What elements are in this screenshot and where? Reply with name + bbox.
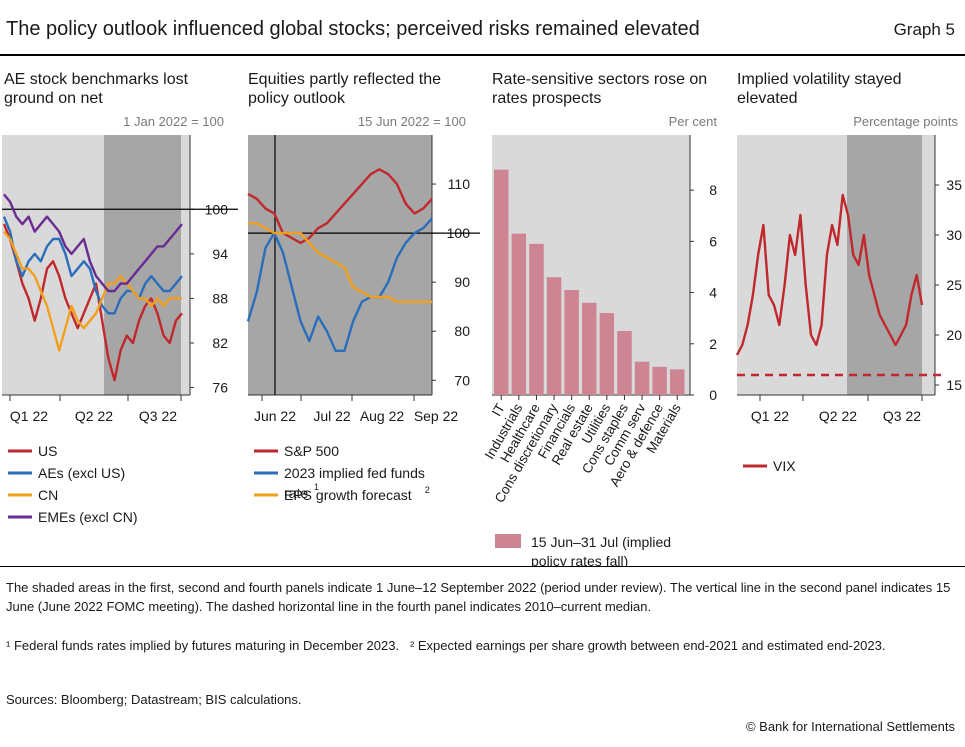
panel2-ytick-label: 80 [454,323,470,339]
panel2-xtick-label: Sep 22 [414,408,459,424]
panel3-legend-swatch [495,534,521,548]
panel1-xtick-label: Q3 22 [139,408,177,424]
panel4-xtick-label: Q2 22 [819,408,857,424]
footer-divider [0,566,965,567]
panel3-unit-label: Per cent [669,114,718,129]
panel3-bar [634,361,650,395]
panel4-xtick-label: Q3 22 [883,408,921,424]
panel3-bar [670,369,685,395]
panel3-ytick-label: 0 [709,387,717,403]
panel2-legend-label: 2023 implied fed funds [284,465,425,481]
panel4-ytick-label: 25 [946,277,962,293]
panel1-legend-label: US [38,443,57,459]
panel4-ytick-label: 15 [946,377,962,393]
footnote-1: ¹ Federal funds rates implied by futures… [6,638,400,653]
panel3-bar [599,313,615,395]
panel3-title: Rate-sensitive sectors rose on rates pro… [492,71,708,107]
panel4-ytick-label: 30 [946,227,962,243]
panel1-ytick-label: 94 [212,246,228,262]
panel2-legend-label: S&P 500 [284,443,339,459]
panel3-bar [652,366,667,395]
panel2-title: Equities partly reflected the policy out… [248,71,441,107]
panel3-ytick-label: 6 [709,233,717,249]
panel4-ytick-label: 20 [946,327,962,343]
panel1-ytick-label: 88 [212,290,228,306]
panel2-ytick-label: 70 [454,372,470,388]
panel2-legend-label: EPS growth forecast [284,487,412,503]
header-divider [0,54,965,56]
panel3-legend-label: 15 Jun–31 Jul (implied [531,534,671,550]
panel1-legend-label: EMEs (excl CN) [38,509,138,525]
panel3-bar [529,243,544,395]
footer-note: The shaded areas in the first, second an… [6,580,951,614]
panel1-series-2-line [2,216,183,315]
panel3-ytick-label: 2 [709,336,717,352]
panel2-xtick-label: Jul 22 [313,408,351,424]
panel2-ytick-label: 90 [454,274,470,290]
panel1-xtick-label: Q2 22 [75,408,113,424]
panel2-series-3-line [248,222,432,303]
panel4-unit-label: Percentage points [853,114,958,129]
sources: Sources: Bloomberg; Datastream; BIS calc… [6,692,302,707]
panel2-xtick-label: Aug 22 [360,408,405,424]
panel1-xtick-label: Q1 22 [10,408,48,424]
panel2-legend-footnote: 2 [425,485,430,495]
footnotes: ¹ Federal funds rates implied by futures… [6,636,956,655]
panel3-bar [582,302,597,395]
panel1-unit-label: 1 Jan 2022 = 100 [123,114,224,129]
panel4-xtick-label: Q1 22 [751,408,789,424]
panel3-bar [564,289,579,395]
panel1-title: AE stock benchmarks lost ground on net [4,71,189,107]
panel3-bar [546,277,562,395]
panel2-legend-label-cont: rate [284,485,308,501]
panel2-series-2-line [246,217,433,352]
panel2-ytick-label: 110 [448,176,471,192]
panel4-title: Implied volatility stayed elevated [737,71,902,107]
panel1-series-1-line [2,223,183,382]
panel4-series-1-line [735,193,924,356]
graph-title: The policy outlook influenced global sto… [6,18,700,40]
panel2-legend-footnote: 1 [314,482,319,492]
panel1-legend-label: CN [38,487,58,503]
panel1-series-4-line [3,193,183,293]
panel3-ytick-label: 8 [709,182,717,198]
panel2-unit-label: 15 Jun 2022 = 100 [358,114,466,129]
panel1-ytick-label: 76 [212,380,228,396]
footnote-2: ² Expected earnings per share growth bet… [409,638,886,653]
panel3-bar [494,169,509,395]
panel1-legend-label: AEs (excl US) [38,465,125,481]
panel3-legend-label-cont: policy rates fall) [531,553,628,566]
panel2-xtick-label: Jun 22 [254,408,296,424]
panel4-ytick-label: 35 [946,177,962,193]
panel2-series-1-line [247,168,433,245]
panel3-bar [511,233,527,395]
panel1-ytick-label: 82 [212,335,228,351]
panel3-ytick-label: 4 [709,285,717,301]
graph-number: Graph 5 [893,20,955,39]
copyright: © Bank for International Settlements [745,719,955,734]
panel1-series-3-line [3,230,182,352]
panel3-bar [617,330,632,395]
panel4-legend-label: VIX [773,458,796,474]
